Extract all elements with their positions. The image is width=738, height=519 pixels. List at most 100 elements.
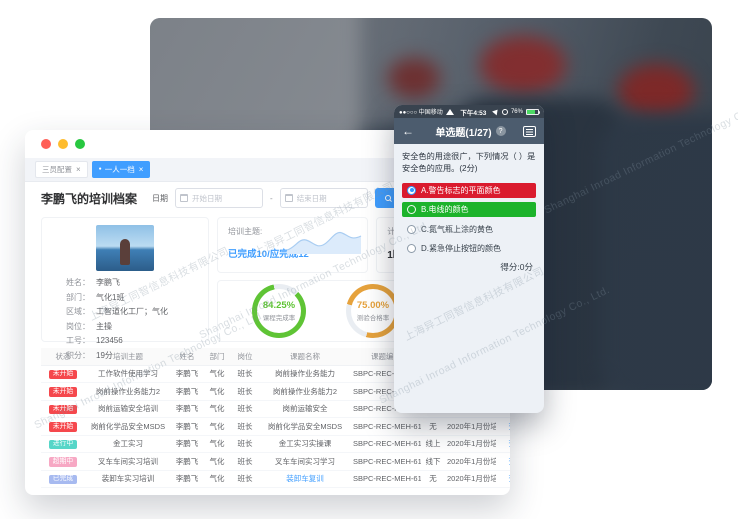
option-a[interactable]: A.警告标志的平面颜色 xyxy=(402,182,536,198)
close-icon[interactable]: × xyxy=(138,165,144,174)
cell-status: 未开始 xyxy=(41,417,85,436)
status-badge: 未开始 xyxy=(48,369,78,380)
cell-plan: 2020年1月份培训计划 xyxy=(445,435,496,453)
cell-course: 叉车车间实习学习 xyxy=(259,452,351,471)
status-badge: 进行中 xyxy=(48,439,78,450)
date-range-separator: - xyxy=(270,193,273,203)
battery-icon xyxy=(525,108,541,115)
radio-selected-icon[interactable] xyxy=(407,185,416,195)
radio-icon[interactable] xyxy=(407,244,416,254)
cell-post: 班长 xyxy=(231,435,259,453)
profile-field-value: 19分 xyxy=(96,350,113,360)
cell-name: 李鹏飞 xyxy=(171,365,203,383)
course-completion-label: 课程完成率 xyxy=(262,315,296,322)
end-date-input[interactable] xyxy=(279,188,368,209)
end-date-field[interactable] xyxy=(279,188,368,209)
cell-mode: 线上 xyxy=(421,435,445,453)
cell-dept: 气化 xyxy=(203,365,231,383)
status-badge: 已完成 xyxy=(48,474,78,485)
cell-name: 李鹏飞 xyxy=(171,470,203,488)
cell-status: 未开始 xyxy=(41,382,85,401)
table-row: 超期中 叉车车间实习培训 李鹏飞 气化 班长 叉车车间实习学习 SBPC-REC-MEH-6… xyxy=(41,452,511,471)
profile-field-label: 岗位： xyxy=(66,321,90,331)
close-window-button[interactable] xyxy=(41,139,51,149)
cell-name: 李鹏飞 xyxy=(171,417,203,436)
cell-plan: 2020年1月份培训计划 xyxy=(445,417,496,436)
page-title: 李鹏飞的培训档案 xyxy=(41,191,138,206)
cell-topic: 装卸车实习培训 xyxy=(85,470,171,488)
topic-label: 培训主题: xyxy=(228,227,263,236)
carrier-signal-label: ●●○○○ 中国移动 xyxy=(399,110,443,116)
start-date-input[interactable] xyxy=(175,188,264,209)
maximize-window-button[interactable] xyxy=(75,139,85,149)
quiz-pass-value: 75.00% xyxy=(356,300,390,311)
cell-dept: 气化 xyxy=(203,435,231,453)
tab-label: 一人一档 xyxy=(104,165,135,174)
view-link[interactable]: 查看 xyxy=(509,474,511,483)
cell-topic: 岗前操作业务能力2 xyxy=(85,382,171,401)
cell-status: 未开始 xyxy=(41,400,85,418)
question-page-title: 单选题(1/27) xyxy=(435,127,492,139)
status-badge: 未开始 xyxy=(48,404,78,415)
tab-sanyuan-config[interactable]: 三员配置 × xyxy=(35,161,88,178)
cell-mode: 线下 xyxy=(421,452,445,471)
calendar-icon xyxy=(284,193,293,202)
cell-action: 查看 xyxy=(496,470,510,488)
table-row: 已完成 装卸车实习培训 李鹏飞 气化 班长 装卸车复训 SBPC-REC-MEH-617 无 2… xyxy=(41,470,510,488)
profile-field-label: 部门： xyxy=(66,292,90,302)
cell-course: 岗前运输安全 xyxy=(259,400,351,418)
active-dot-icon: ● xyxy=(98,166,102,172)
training-topic-card: 培训主题: 已完成10/应完成12 xyxy=(217,217,369,273)
cell-course: 岗前操作业务能力 xyxy=(259,365,351,383)
course-completion-value: 84.25% xyxy=(262,300,296,311)
table-row: 未开始 岗前化学品安全MSDS 李鹏飞 气化 班长 岗前化学品安全MSDS SBPC-REC… xyxy=(41,417,511,436)
worker-helmet-shape xyxy=(480,36,566,94)
help-icon[interactable]: ? xyxy=(495,126,506,136)
cell-name: 李鹏飞 xyxy=(171,400,203,418)
avatar-figure xyxy=(120,239,130,265)
wifi-icon xyxy=(445,108,454,115)
cell-name: 李鹏飞 xyxy=(171,435,203,453)
view-link[interactable]: 查看 xyxy=(509,422,511,431)
cell-mode: 无 xyxy=(421,417,445,436)
question-text: 安全色的用途很广，下列情况（ ）是安全色的应用。(2分) xyxy=(402,152,536,174)
radio-icon[interactable] xyxy=(407,224,416,234)
topic-progress-value: 已完成10/应完成12 xyxy=(228,249,309,260)
cell-topic: 金工实习 xyxy=(85,435,171,453)
profile-info-row: 部门： 气化1班 xyxy=(42,291,208,306)
cell-post: 班长 xyxy=(231,400,259,418)
option-d[interactable]: D.紧急停止按钮的颜色 xyxy=(402,241,536,256)
option-b[interactable]: B.电线的颜色 xyxy=(402,202,536,218)
back-arrow-icon[interactable]: ← xyxy=(402,124,414,138)
cell-name: 李鹏飞 xyxy=(171,382,203,401)
profile-info-row: 工号： 123456 xyxy=(42,334,208,349)
cell-post: 班长 xyxy=(231,452,259,471)
option-c[interactable]: C.氮气瓶上涂的黄色 xyxy=(402,222,536,237)
close-icon[interactable]: × xyxy=(76,165,81,174)
cell-code: SBPC-REC-MEH-617 xyxy=(351,452,421,471)
orientation-lock-icon xyxy=(501,108,508,115)
status-badge: 未开始 xyxy=(48,387,78,397)
profile-info-list: 姓名： 李鹏飞 部门： 气化1班 区域： 工智道化工厂；气化 岗位： 主操 工号： 123456 积… xyxy=(42,276,208,363)
column-header: 课题名称 xyxy=(259,348,351,366)
options-list: A.警告标志的平面颜色 B.电线的颜色 C.氮气瓶上涂的黄色 D.紧急停止按钮的… xyxy=(402,182,536,257)
table-row: 进行中 金工实习 李鹏飞 气化 班长 金工实习实操课 SBPC-REC-MEH-617 线上 2… xyxy=(41,435,510,453)
view-link[interactable]: 查看 xyxy=(509,439,511,448)
cell-topic: 叉车车间实习培训 xyxy=(85,452,171,471)
cell-plan: 2020年1月份培训计划 xyxy=(445,452,496,471)
cell-post: 班长 xyxy=(231,470,259,488)
filter-toolbar: 李鹏飞的培训档案 日期 - 查询 xyxy=(25,182,510,214)
tab-label: 三员配置 xyxy=(42,165,72,174)
mobile-quiz-screen: ●●○○○ 中国移动 下午4:53 76% ← 单选题(1/27) ? 安全色的… xyxy=(394,105,544,413)
view-link[interactable]: 查看 xyxy=(509,457,511,466)
minimize-window-button[interactable] xyxy=(58,139,68,149)
search-icon xyxy=(384,195,391,201)
start-date-field[interactable] xyxy=(175,188,264,209)
answer-sheet-icon[interactable] xyxy=(523,125,536,137)
tab-one-person-one-file[interactable]: ● 一人一档 × xyxy=(91,161,151,178)
option-d-label: D.紧急停止按钮的颜色 xyxy=(421,244,501,254)
radio-icon[interactable] xyxy=(407,205,416,215)
course-link[interactable]: 装卸车复训 xyxy=(286,474,324,484)
question-body: 安全色的用途很广，下列情况（ ）是安全色的应用。(2分) A.警告标志的平面颜色… xyxy=(394,144,544,280)
worker-helmet-shape xyxy=(618,64,694,118)
